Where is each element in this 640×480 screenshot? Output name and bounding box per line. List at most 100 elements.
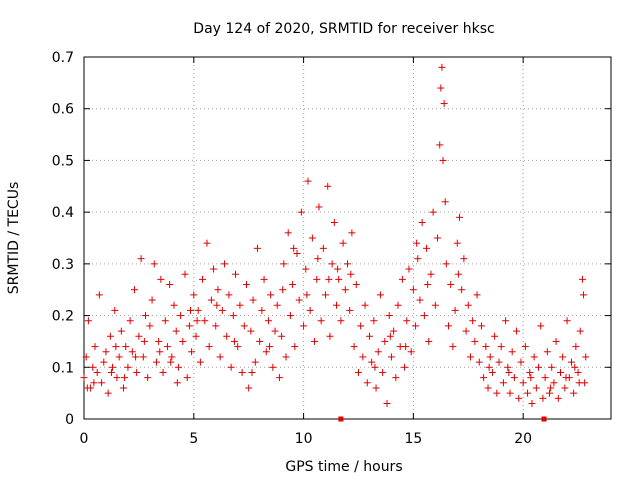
data-point — [562, 374, 570, 382]
data-point — [442, 260, 450, 268]
data-point — [420, 312, 428, 320]
data-point — [386, 332, 394, 340]
data-point — [159, 368, 167, 376]
data-point — [218, 306, 226, 314]
y-tick-label: 0.2 — [52, 309, 74, 325]
data-point — [407, 348, 415, 356]
data-point — [117, 327, 125, 335]
data-point — [84, 317, 92, 325]
data-point — [326, 332, 334, 340]
data-point — [190, 291, 198, 299]
data-point — [95, 291, 103, 299]
data-point — [449, 343, 457, 351]
y-tick-label: 0.4 — [52, 205, 74, 221]
data-point — [559, 353, 567, 361]
data-point — [451, 306, 459, 314]
data-point — [328, 260, 336, 268]
data-point — [528, 399, 536, 407]
data-point — [275, 374, 283, 382]
data-point — [546, 389, 554, 397]
tick-labels: 0 0.1 0.2 0.3 0.4 0.5 0.6 0.7 0 5 10 15 20 — [52, 50, 532, 447]
data-point — [381, 337, 389, 345]
data-point — [295, 296, 303, 304]
data-point — [100, 358, 108, 366]
axis-markers — [338, 416, 547, 422]
data-point — [532, 384, 540, 392]
data-point — [311, 337, 319, 345]
data-point — [306, 306, 314, 314]
data-point — [352, 281, 360, 289]
data-point — [193, 317, 201, 325]
x-tick-label: 20 — [514, 431, 532, 447]
data-point — [106, 332, 114, 340]
data-point — [313, 275, 321, 283]
data-point — [385, 312, 393, 320]
data-point — [234, 343, 242, 351]
data-point — [365, 332, 373, 340]
data-point — [402, 343, 410, 351]
data-point — [157, 275, 165, 283]
data-point — [199, 275, 207, 283]
data-point — [482, 343, 490, 351]
data-point — [264, 317, 272, 325]
data-point — [440, 100, 448, 108]
data-point — [131, 286, 139, 294]
data-point — [455, 213, 463, 221]
data-point — [113, 374, 121, 382]
data-point — [111, 306, 119, 314]
data-point — [493, 389, 501, 397]
data-point — [121, 374, 129, 382]
data-point — [477, 322, 485, 330]
data-point — [499, 379, 507, 387]
data-point — [210, 265, 218, 273]
data-point — [249, 296, 257, 304]
data-point — [185, 322, 193, 330]
data-point — [109, 363, 117, 371]
data-point — [405, 265, 413, 273]
data-point — [89, 363, 97, 371]
data-point — [580, 291, 588, 299]
data-point — [348, 229, 356, 237]
data-point — [173, 379, 181, 387]
data-point — [502, 317, 510, 325]
data-point — [304, 177, 312, 185]
data-point — [150, 260, 158, 268]
data-point — [156, 348, 164, 356]
data-point — [571, 363, 579, 371]
data-point — [315, 203, 323, 211]
data-point — [135, 332, 143, 340]
data-point — [376, 291, 384, 299]
data-point — [139, 353, 147, 361]
data-point — [203, 239, 211, 247]
y-tick-label: 0.5 — [52, 153, 74, 169]
data-point — [554, 394, 562, 402]
data-point — [517, 358, 525, 366]
data-point — [229, 312, 237, 320]
data-point — [140, 337, 148, 345]
data-point — [266, 343, 274, 351]
data-point — [543, 348, 551, 356]
data-point — [267, 291, 275, 299]
chart-title: Day 124 of 2020, SRMTID for receiver hks… — [193, 21, 494, 37]
data-point — [416, 296, 424, 304]
data-point — [238, 368, 246, 376]
data-point — [279, 286, 287, 294]
data-point — [475, 358, 483, 366]
data-point — [286, 312, 294, 320]
data-point — [212, 322, 220, 330]
y-tick-label: 0.1 — [52, 360, 74, 376]
data-point — [260, 275, 268, 283]
data-point — [427, 270, 435, 278]
data-point — [317, 317, 325, 325]
data-point — [537, 322, 545, 330]
data-point — [177, 312, 185, 320]
data-point — [172, 327, 180, 335]
data-point — [98, 379, 106, 387]
data-point — [334, 265, 342, 273]
data-point — [90, 379, 98, 387]
data-point — [541, 374, 549, 382]
data-point — [454, 270, 462, 278]
grid-lines — [84, 57, 611, 419]
data-point — [548, 363, 556, 371]
data-point — [567, 358, 575, 366]
